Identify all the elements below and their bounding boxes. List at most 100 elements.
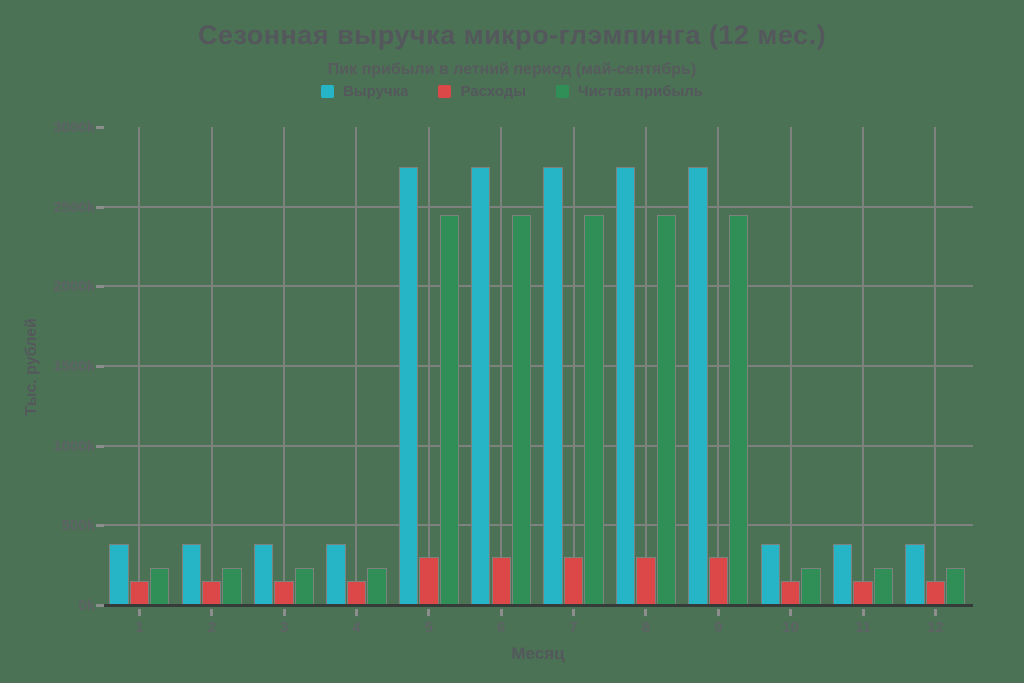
bar-profit-month-5 [439,214,459,605]
bar-expenses-month-3 [274,581,294,605]
chart-title: Сезонная выручка микро-глэмпинга (12 мес… [197,20,827,50]
bar-revenue-month-9 [688,166,708,605]
x-tick-label: 1 [135,619,144,636]
y-tick-mark [96,285,104,289]
bar-expenses-month-7 [563,557,584,605]
legend-swatch-expenses [438,85,452,98]
bar-profit-month-2 [222,568,242,605]
legend-item-expenses: Расходы [438,83,526,100]
y-tick-label: 0k [78,597,95,614]
x-tick-label: 5 [424,619,433,636]
x-tick-mark [282,609,286,616]
gridline-v [644,127,647,605]
bar-revenue-month-11 [832,544,853,605]
bar-expenses-month-10 [780,581,801,605]
gridline-v [138,127,141,605]
gridline-h [103,285,973,288]
y-tick-label: 3000k [53,119,95,136]
bar-revenue-month-5 [398,166,419,605]
bar-expenses-month-1 [129,581,150,605]
bar-profit-month-4 [367,568,387,605]
legend-label-revenue: Выручка [342,83,409,100]
bar-expenses-month-11 [853,581,873,605]
gridline-v [572,127,575,605]
bar-revenue-month-4 [326,544,346,605]
gridline-h [103,365,973,367]
x-tick-label: 7 [569,619,578,636]
y-tick-label: 2000k [53,278,95,296]
gridline-v [210,127,213,605]
gridline-v [862,127,864,605]
y-tick-mark [96,365,104,368]
bar-revenue-month-8 [615,166,636,605]
bar-expenses-month-2 [202,581,222,605]
bar-expenses-month-5 [419,557,439,605]
gridline-v [427,127,430,605]
gridline-h [103,444,973,447]
x-tick-mark [137,609,141,616]
gridline-v [789,127,792,605]
bar-revenue-month-6 [471,166,491,605]
x-tick-mark [354,609,358,616]
gridline-v [500,127,503,605]
y-tick-mark [96,205,104,209]
gridline-v [717,127,720,605]
bar-expenses-month-6 [491,557,511,605]
x-tick-label: 12 [927,619,944,636]
x-tick-mark [716,609,720,616]
y-tick-label: 1000k [53,437,95,455]
bar-profit-month-6 [511,214,532,605]
bar-profit-month-1 [150,568,170,605]
x-tick-mark [210,609,214,616]
gridline-h [103,205,973,208]
x-tick-label: 8 [641,619,651,636]
y-tick-label: 500k [61,517,95,535]
x-tick-mark [861,609,865,616]
gridline-v [934,127,937,605]
y-tick-mark [96,604,104,607]
gridline-v [355,127,358,605]
gridline-v [283,127,286,605]
x-tick-mark [427,609,431,616]
x-axis-title: Месяц [511,644,565,663]
bar-profit-month-3 [294,568,315,605]
legend-item-revenue: Выручка [320,83,409,100]
chart-subtitle: Пик прибыли в летний период (май-сентябр… [327,61,697,78]
x-tick-mark [572,609,576,616]
gridline-h [103,524,973,527]
legend-label-expenses: Расходы [460,83,527,100]
legend-label-profit: Чистая прибыль [578,83,704,100]
x-tick-label: 11 [855,619,871,636]
bar-profit-month-7 [584,214,604,605]
legend-swatch-revenue [320,85,334,98]
bar-profit-month-12 [946,568,966,605]
bar-revenue-month-10 [760,544,780,605]
x-tick-label: 6 [497,619,506,636]
bar-revenue-month-1 [109,544,129,605]
x-tick-mark [644,609,648,616]
x-tick-label: 3 [279,619,289,636]
bar-expenses-month-9 [708,557,728,605]
bar-expenses-month-8 [636,557,656,605]
x-tick-mark [933,609,937,616]
bar-expenses-month-4 [346,581,367,605]
y-axis-title: Тыс. рублей [23,318,40,416]
bar-revenue-month-2 [181,544,202,605]
x-tick-mark [789,609,793,616]
y-tick-label: 2500k [53,198,95,216]
x-tick-mark [499,609,503,616]
y-tick-label: 1500k [53,358,95,375]
x-tick-label: 4 [352,619,361,636]
x-tick-label: 10 [782,619,799,636]
legend-item-profit: Чистая прибыль [556,83,703,100]
x-tick-label: 9 [714,619,723,636]
bar-revenue-month-3 [254,544,274,605]
bar-profit-month-11 [873,568,894,605]
legend: Выручка Расходы Чистая прибыль [0,83,1024,100]
bar-profit-month-8 [656,214,676,605]
bar-expenses-month-12 [925,581,946,605]
x-tick-label: 2 [207,619,216,636]
bar-profit-month-9 [728,214,749,605]
y-tick-mark [96,126,104,129]
